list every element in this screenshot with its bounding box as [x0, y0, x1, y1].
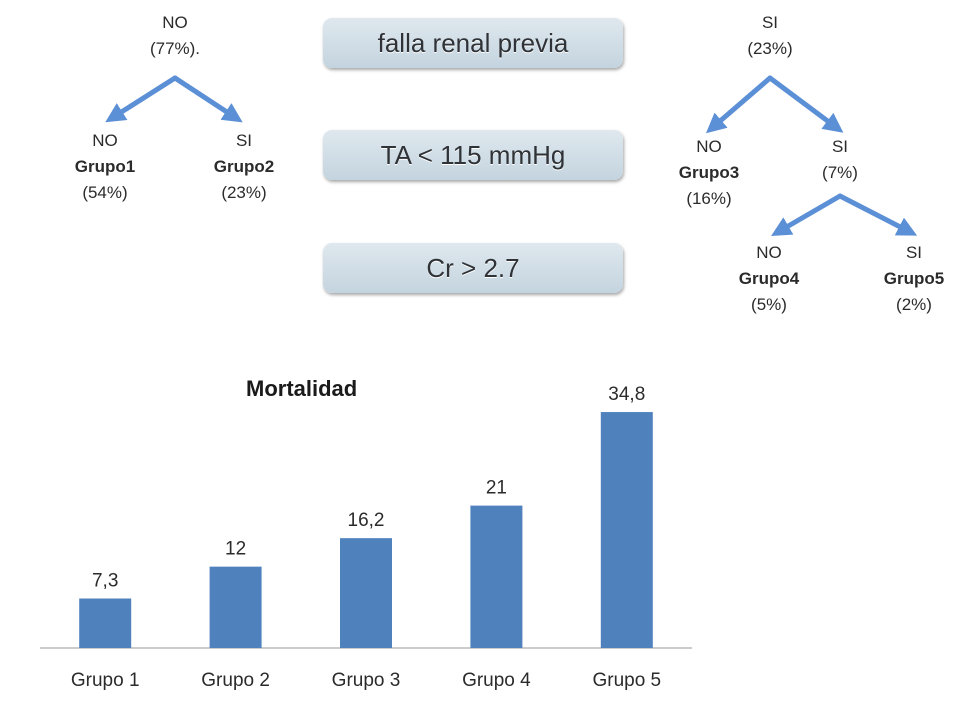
bar-value-label-3: 16,2 [348, 510, 385, 531]
criterion-creatinine: Cr > 2.7 [323, 243, 623, 293]
right-si-no-pct: (5%) [751, 295, 787, 314]
bar-value-label-1: 7,3 [92, 571, 118, 592]
left-no-node: NO Grupo1 (54%) [55, 128, 155, 206]
right-si-node: SI (7%) [790, 134, 890, 186]
bar-value-label-4: 21 [486, 478, 507, 499]
x-tick-label-2: Grupo 2 [201, 670, 270, 691]
bar-3 [340, 538, 392, 648]
arrow-left-root-si [172, 75, 243, 123]
bar-2 [209, 566, 262, 648]
left-si-pct: (23%) [221, 183, 267, 202]
left-si-node: SI Grupo2 (23%) [194, 128, 294, 206]
bar-5 [600, 412, 653, 648]
x-tick-label-1: Grupo 1 [71, 670, 140, 691]
right-no-answer: NO [696, 137, 722, 156]
bar-1 [79, 598, 132, 648]
right-root-answer: SI [761, 13, 779, 32]
left-no-pct: (54%) [82, 183, 128, 202]
criterion-blood-pressure: TA < 115 mmHg [323, 130, 623, 180]
right-si-si-group: Grupo5 [883, 269, 945, 288]
right-root-pct: (23%) [747, 39, 793, 58]
left-root-pct: (77%). [149, 39, 201, 58]
x-tick-label-4: Grupo 4 [462, 670, 531, 691]
arrow-right-root-no [705, 75, 773, 134]
left-si-answer: SI [235, 131, 253, 150]
right-si-si-node: SI Grupo5 (2%) [864, 240, 960, 318]
x-tick-label-5: Grupo 5 [592, 670, 661, 691]
right-si-no-node: NO Grupo4 (5%) [719, 240, 819, 318]
left-root-answer: NO [162, 13, 188, 32]
left-root-node: NO (77%). [125, 10, 225, 62]
right-si-si-answer: SI [905, 243, 923, 262]
left-no-group: Grupo1 [74, 157, 136, 176]
bar-value-label-5: 34,8 [608, 384, 645, 405]
right-no-node: NO Grupo3 (16%) [659, 134, 759, 212]
bar-4 [470, 505, 523, 648]
chart-title: Mortalidad [246, 376, 358, 401]
right-si-pct: (7%) [822, 163, 858, 182]
right-root-node: SI (23%) [720, 10, 820, 62]
left-no-answer: NO [92, 131, 118, 150]
x-tick-label-3: Grupo 3 [332, 670, 401, 691]
arrow-left-root-no [105, 75, 178, 123]
right-no-pct: (16%) [686, 189, 732, 208]
arrow-right-si-no [771, 193, 843, 237]
right-si-no-answer: NO [756, 243, 782, 262]
left-si-group: Grupo2 [213, 157, 275, 176]
right-no-group: Grupo3 [678, 163, 740, 182]
right-si-answer: SI [831, 137, 849, 156]
right-si-no-group: Grupo4 [738, 269, 800, 288]
right-si-si-pct: (2%) [896, 295, 932, 314]
criterion-renal-failure: falla renal previa [323, 18, 623, 68]
arrow-right-root-si [767, 75, 844, 133]
bar-value-label-2: 12 [225, 539, 246, 560]
arrow-right-si-si [837, 193, 918, 236]
